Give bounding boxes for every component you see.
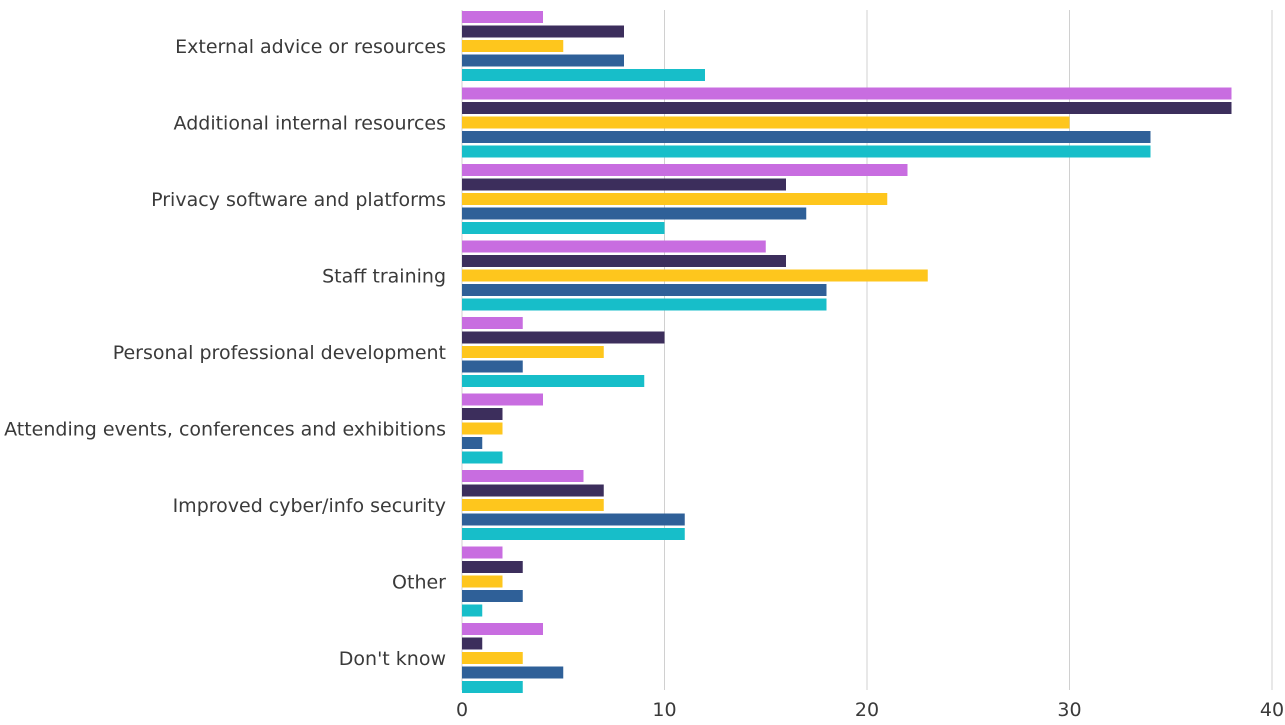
bar (462, 561, 523, 573)
bar (462, 484, 604, 497)
bar (462, 240, 766, 253)
bar (462, 528, 685, 540)
bar (462, 652, 523, 664)
bar (462, 178, 786, 191)
bar (462, 666, 564, 679)
bar (462, 116, 1070, 129)
x-tick-label: 20 (855, 699, 879, 721)
bar (462, 317, 523, 329)
bar (462, 499, 604, 511)
bar (462, 87, 1232, 100)
bar (462, 298, 827, 311)
x-tick-label: 0 (456, 699, 468, 721)
bar (462, 546, 503, 559)
category-label: Staff training (322, 266, 446, 288)
bar (462, 408, 503, 420)
bar (462, 131, 1151, 143)
bar (462, 422, 503, 435)
x-tick-label: 30 (1057, 699, 1081, 721)
bar (462, 575, 503, 588)
bar (462, 637, 483, 650)
bar (462, 222, 665, 234)
bar (462, 193, 888, 205)
bar (462, 681, 523, 693)
category-label: Attending events, conferences and exhibi… (4, 419, 446, 441)
bar (462, 69, 705, 81)
bar (462, 513, 685, 526)
category-label: Don't know (339, 648, 446, 670)
category-label: Privacy software and platforms (151, 189, 446, 211)
bar (462, 470, 584, 482)
category-labels: External advice or resources Additional i… (4, 36, 446, 670)
bar (462, 604, 483, 617)
x-axis-tick-labels: 0 10 20 30 40 (456, 699, 1284, 721)
category-label: Additional internal resources (174, 113, 446, 135)
bar (462, 11, 543, 23)
bar (462, 102, 1232, 114)
bar (462, 346, 604, 358)
bar (462, 331, 665, 344)
x-tick-label: 40 (1260, 699, 1284, 721)
bar (462, 375, 645, 387)
bar (462, 623, 543, 635)
bar (462, 25, 624, 38)
x-tick-label: 10 (652, 699, 676, 721)
bar (462, 360, 523, 373)
category-label: Personal professional development (113, 342, 446, 364)
bar (462, 393, 543, 406)
category-label: External advice or resources (175, 36, 446, 58)
bar (462, 269, 928, 282)
bar (462, 451, 503, 464)
bar (462, 590, 523, 602)
category-label: Improved cyber/info security (173, 495, 446, 517)
bar (462, 207, 807, 220)
bars (462, 11, 1232, 693)
bar (462, 284, 827, 296)
bar (462, 164, 908, 176)
bar (462, 255, 786, 267)
bar (462, 40, 564, 52)
bar (462, 54, 624, 67)
bar (462, 145, 1151, 158)
bar (462, 437, 483, 449)
category-label: Other (392, 572, 446, 594)
